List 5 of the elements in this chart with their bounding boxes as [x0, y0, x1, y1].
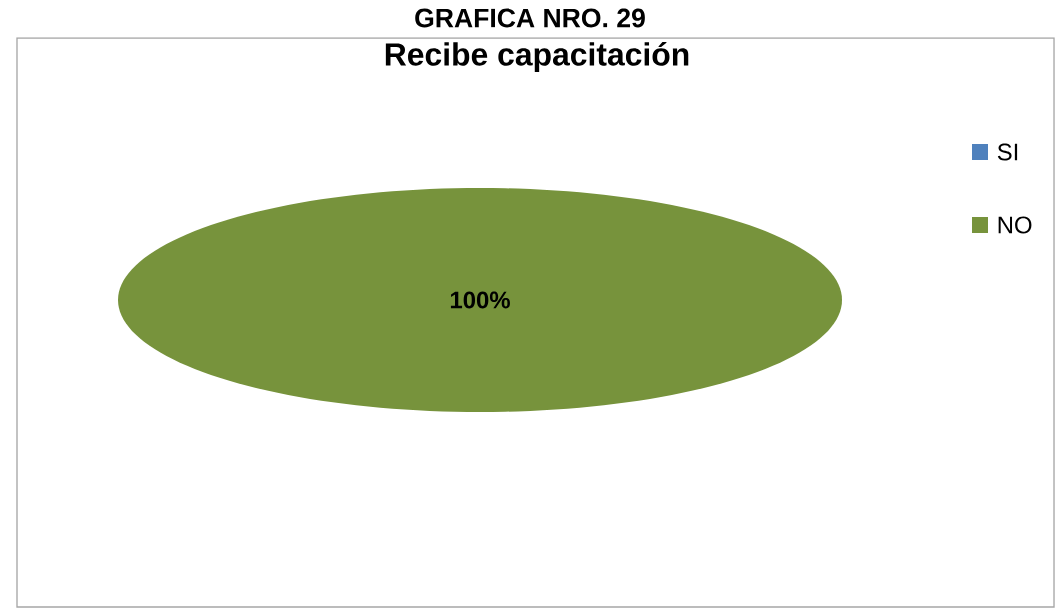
legend-label: NO — [998, 216, 1032, 234]
legend-label: SI — [997, 143, 1018, 161]
data-label: 100% — [450, 291, 510, 309]
text: GRAFICA NRO. 29 — [415, 8, 645, 28]
chart-title: Recibe capacitación — [385, 42, 689, 73]
